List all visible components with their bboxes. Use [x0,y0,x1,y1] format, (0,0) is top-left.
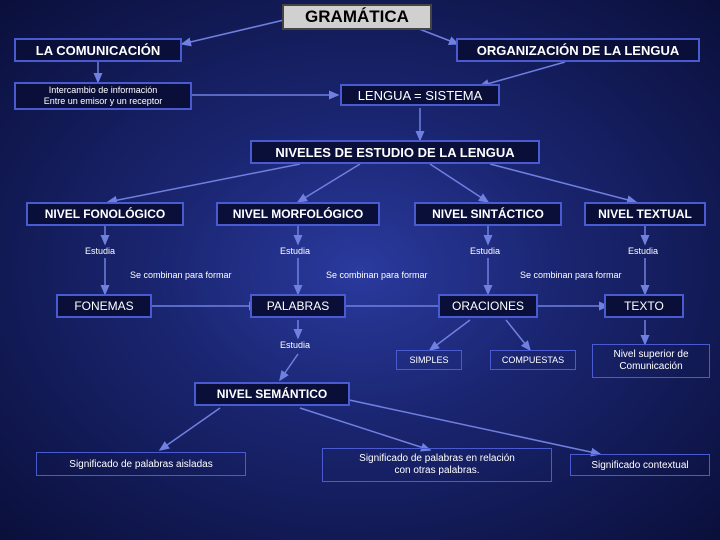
sig-aisladas-box: Significado de palabras aisladas [36,452,246,476]
estudia-3: Estudia [470,246,500,256]
nivel-sint-label: NIVEL SINTÁCTICO [432,207,544,221]
nivel-text-label: NIVEL TEXTUAL [598,207,692,221]
lengua-sistema-label: LENGUA = SISTEMA [358,88,483,103]
organizacion-label: ORGANIZACIÓN DE LA LENGUA [477,43,679,58]
fonemas-label: FONEMAS [74,299,133,313]
estudia-4: Estudia [628,246,658,256]
title-label: GRAMÁTICA [305,7,409,27]
combinan-2: Se combinan para formar [326,270,428,280]
estudia-5: Estudia [280,340,310,350]
nivel-sintactico-box: NIVEL SINTÁCTICO [414,202,562,226]
intercambio-l1: Intercambio de información [49,85,158,96]
oraciones-label: ORACIONES [452,299,524,313]
niveles-box: NIVELES DE ESTUDIO DE LA LENGUA [250,140,540,164]
combinan-1: Se combinan para formar [130,270,232,280]
sig-contextual-box: Significado contextual [570,454,710,476]
title-box: GRAMÁTICA [282,4,432,30]
nivel-textual-box: NIVEL TEXTUAL [584,202,706,226]
combinan-3: Se combinan para formar [520,270,622,280]
la-comunicacion-label: LA COMUNICACIÓN [36,43,160,58]
nivel-fono-label: NIVEL FONOLÓGICO [45,207,165,221]
simples-box: SIMPLES [396,350,462,370]
estudia-1: Estudia [85,246,115,256]
texto-box: TEXTO [604,294,684,318]
sig-relacion-box: Significado de palabras en relación con … [322,448,552,482]
niveles-label: NIVELES DE ESTUDIO DE LA LENGUA [275,145,514,160]
nivel-fonologico-box: NIVEL FONOLÓGICO [26,202,184,226]
oraciones-box: ORACIONES [438,294,538,318]
organizacion-box: ORGANIZACIÓN DE LA LENGUA [456,38,700,62]
la-comunicacion-box: LA COMUNICACIÓN [14,38,182,62]
fonemas-box: FONEMAS [56,294,152,318]
intercambio-box: Intercambio de información Entre un emis… [14,82,192,110]
nivel-morfo-label: NIVEL MORFOLÓGICO [233,207,363,221]
nivel-sem-label: NIVEL SEMÁNTICO [217,387,327,401]
palabras-box: PALABRAS [250,294,346,318]
sig-rel-l2: con otras palabras. [394,465,479,477]
texto-label: TEXTO [624,299,664,313]
compuestas-label: COMPUESTAS [502,355,564,365]
sig-aisladas-label: Significado de palabras aisladas [69,459,212,470]
simples-label: SIMPLES [409,355,448,365]
nivel-superior-box: Nivel superior de Comunicación [592,344,710,378]
nivel-sup-l1: Nivel superior de [613,349,688,361]
intercambio-l2: Entre un emisor y un receptor [44,96,163,107]
palabras-label: PALABRAS [267,299,329,313]
nivel-sup-l2: Comunicación [619,361,682,373]
estudia-2: Estudia [280,246,310,256]
nivel-semantico-box: NIVEL SEMÁNTICO [194,382,350,406]
nivel-morfologico-box: NIVEL MORFOLÓGICO [216,202,380,226]
sig-rel-l1: Significado de palabras en relación [359,453,515,465]
compuestas-box: COMPUESTAS [490,350,576,370]
lengua-sistema-box: LENGUA = SISTEMA [340,84,500,106]
sig-ctx-label: Significado contextual [591,460,688,471]
